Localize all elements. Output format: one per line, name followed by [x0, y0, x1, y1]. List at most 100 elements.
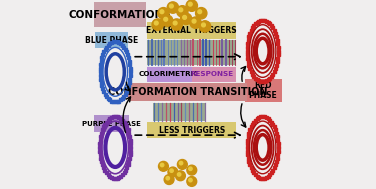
FancyBboxPatch shape — [129, 83, 247, 101]
Bar — [271, 26, 274, 29]
Circle shape — [152, 19, 164, 30]
Bar — [108, 175, 111, 178]
Bar — [103, 123, 106, 126]
Bar — [251, 73, 254, 76]
Bar — [259, 19, 262, 22]
Bar — [268, 119, 271, 122]
Circle shape — [187, 165, 197, 175]
Bar — [276, 42, 279, 45]
Bar — [256, 175, 259, 178]
Bar — [276, 57, 279, 60]
Text: CONFORMATION TRANSITION: CONFORMATION TRANSITION — [108, 87, 267, 97]
Bar — [247, 60, 250, 64]
Bar — [129, 150, 132, 153]
Bar — [119, 117, 122, 120]
Bar — [117, 100, 120, 103]
Bar — [265, 79, 268, 82]
Bar — [277, 146, 280, 149]
Bar — [261, 115, 264, 118]
FancyBboxPatch shape — [147, 22, 236, 39]
Bar — [254, 22, 257, 25]
Bar — [247, 64, 250, 67]
Bar — [261, 19, 264, 22]
Circle shape — [186, 0, 197, 11]
Bar — [263, 19, 266, 22]
Circle shape — [192, 19, 196, 23]
Circle shape — [155, 21, 158, 25]
Bar — [247, 35, 250, 38]
Circle shape — [164, 175, 174, 184]
Bar — [249, 128, 252, 131]
FancyBboxPatch shape — [94, 2, 146, 27]
Bar — [275, 132, 278, 135]
Bar — [129, 70, 132, 73]
Bar — [267, 175, 270, 178]
Bar — [117, 116, 120, 119]
Bar — [107, 97, 110, 100]
Bar — [251, 123, 254, 126]
Circle shape — [176, 171, 185, 181]
Bar — [105, 46, 108, 49]
Circle shape — [167, 2, 179, 13]
Bar — [126, 53, 129, 56]
Bar — [129, 139, 132, 142]
Text: COLORIMETRIC: COLORIMETRIC — [139, 71, 199, 77]
Bar — [126, 128, 129, 131]
Bar — [265, 116, 268, 119]
Bar — [275, 35, 278, 38]
Bar — [263, 80, 266, 83]
Bar — [119, 98, 122, 101]
Bar — [254, 119, 257, 122]
Bar — [276, 46, 279, 49]
Bar — [127, 56, 130, 59]
Bar — [115, 100, 118, 103]
Bar — [265, 20, 268, 23]
Circle shape — [196, 8, 207, 19]
Bar — [271, 73, 274, 76]
Bar — [276, 150, 279, 153]
Bar — [121, 97, 124, 100]
Bar — [252, 171, 255, 174]
Bar — [106, 119, 109, 122]
Bar — [103, 169, 106, 172]
Circle shape — [173, 21, 177, 25]
Bar — [123, 121, 126, 124]
Bar — [112, 115, 115, 118]
Bar — [100, 60, 103, 63]
Bar — [251, 26, 254, 29]
Circle shape — [166, 177, 170, 180]
Bar — [246, 142, 249, 145]
Bar — [114, 40, 117, 43]
Text: CONFORMATIONS: CONFORMATIONS — [69, 10, 172, 20]
Bar — [114, 177, 117, 180]
Bar — [276, 39, 279, 42]
Bar — [110, 100, 113, 103]
Bar — [259, 80, 262, 83]
Bar — [112, 177, 115, 180]
Bar — [100, 56, 103, 59]
Bar — [247, 135, 250, 138]
Bar — [112, 100, 115, 103]
Bar — [247, 160, 250, 163]
Bar — [259, 115, 262, 118]
Bar — [102, 125, 105, 129]
Bar — [267, 117, 270, 120]
Bar — [274, 163, 277, 167]
Bar — [153, 103, 206, 121]
Text: RED
PHASE: RED PHASE — [249, 81, 277, 100]
Circle shape — [164, 17, 168, 21]
Bar — [108, 117, 111, 120]
Bar — [102, 90, 105, 93]
Bar — [263, 177, 266, 180]
Bar — [99, 63, 102, 66]
Bar — [268, 173, 271, 176]
Bar — [128, 63, 132, 66]
Circle shape — [202, 23, 205, 27]
Bar — [115, 40, 118, 43]
Bar — [254, 77, 257, 80]
Circle shape — [189, 178, 192, 182]
Bar — [105, 95, 108, 98]
Bar — [246, 153, 249, 156]
Bar — [274, 67, 277, 70]
Circle shape — [199, 21, 211, 32]
